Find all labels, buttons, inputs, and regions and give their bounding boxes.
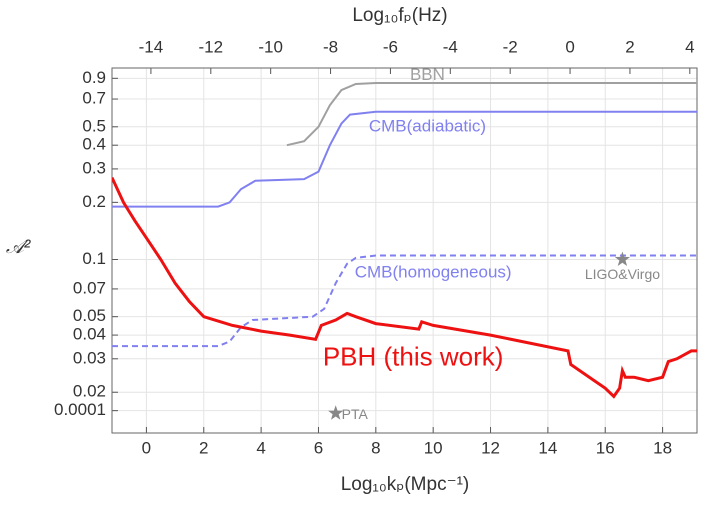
- x-tick-label: 4: [256, 438, 265, 457]
- x-tick-label: 16: [596, 438, 615, 457]
- x-tick-label: 18: [653, 438, 672, 457]
- point-label: LIGO&Virgo: [585, 266, 660, 282]
- top-tick-label: -12: [199, 37, 224, 56]
- y-tick-label: 0.5: [82, 116, 106, 135]
- y-tick-label: 0.1: [82, 249, 106, 268]
- x-tick-label: 8: [371, 438, 380, 457]
- series-line: [112, 110, 697, 208]
- y-tick-label: 0.2: [82, 192, 106, 211]
- top-tick-label: 2: [625, 37, 634, 56]
- x-tick-label: 10: [424, 438, 443, 457]
- x-tick-label: 2: [199, 438, 208, 457]
- y-tick-label: 0.04: [73, 325, 106, 344]
- series-label: CMB(adiabatic): [369, 116, 486, 135]
- series-line: [286, 82, 697, 147]
- series-label: CMB(homogeneous): [355, 262, 512, 281]
- y-axis-title: 𝒜²: [6, 237, 31, 258]
- plot-frame: [111, 67, 698, 434]
- series-line: [112, 176, 697, 399]
- y-tick-label: 0.0001: [54, 400, 106, 419]
- top-tick-label: -2: [503, 37, 518, 56]
- y-tick-label: 0.7: [82, 89, 106, 108]
- top-tick-label: -6: [383, 37, 398, 56]
- x-tick-label: 0: [142, 438, 151, 457]
- series-label: PBH (this work): [323, 342, 504, 372]
- top-tick-label: 4: [685, 37, 694, 56]
- x-tick-label: 14: [538, 438, 557, 457]
- top-tick-label: 0: [565, 37, 574, 56]
- x-tick-label: 12: [481, 438, 500, 457]
- top-tick-label: -4: [443, 37, 458, 56]
- y-tick-label: 0.07: [73, 278, 106, 297]
- top-tick-label: -10: [258, 37, 283, 56]
- y-tick-label: 0.3: [82, 158, 106, 177]
- y-tick-label: 0.02: [73, 382, 106, 401]
- y-tick-label: 0.9: [82, 68, 106, 87]
- y-tick-label: 0.03: [73, 348, 106, 367]
- top-axis-title: Log₁₀fₚ(Hz): [352, 5, 447, 26]
- y-tick-label: 0.4: [82, 135, 106, 154]
- top-tick-label: -8: [323, 37, 338, 56]
- top-tick-label: -14: [139, 37, 164, 56]
- point-star: [328, 405, 344, 420]
- point-star: [614, 251, 630, 266]
- series-label: BBN: [410, 65, 445, 84]
- x-axis-title: Log₁₀kₚ(Mpc⁻¹): [341, 474, 470, 495]
- y-tick-label: 0.05: [73, 306, 106, 325]
- point-label: PTA: [342, 406, 369, 422]
- x-tick-label: 6: [314, 438, 323, 457]
